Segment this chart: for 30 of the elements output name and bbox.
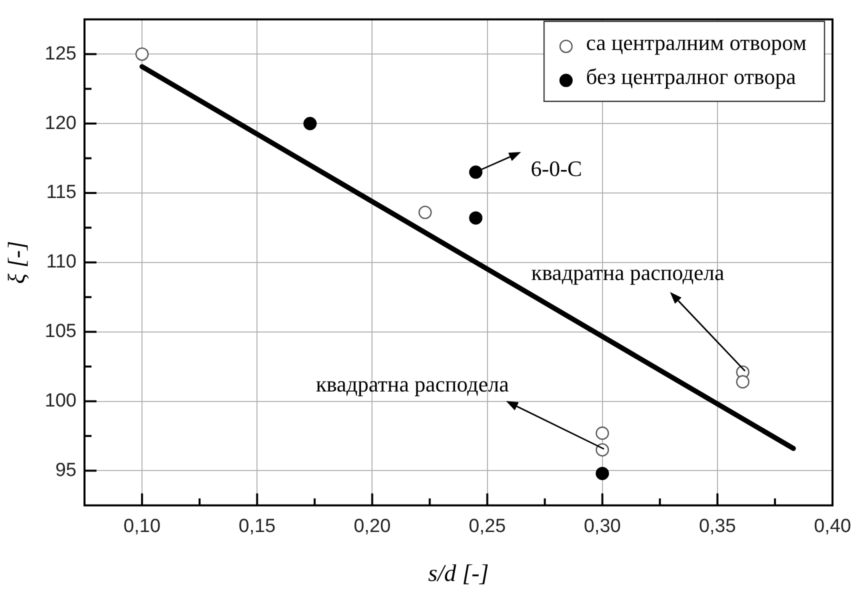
x-tick-label: 0,40 bbox=[814, 516, 851, 538]
legend-label: без централног отвора bbox=[586, 64, 796, 90]
point bbox=[469, 211, 482, 225]
y-tick-label: 110 bbox=[46, 252, 76, 273]
x-axis-title: s/d [-] bbox=[428, 560, 489, 587]
x-tick-label: 0,15 bbox=[238, 516, 276, 538]
legend-label: са централним отвором bbox=[586, 30, 807, 56]
point bbox=[736, 375, 750, 388]
y-tick-label: 125 bbox=[44, 43, 76, 64]
y-tick-label: 115 bbox=[46, 182, 76, 204]
point bbox=[303, 116, 317, 130]
point bbox=[596, 466, 610, 480]
x-tick-label: 0,30 bbox=[584, 516, 621, 538]
y-tick-label: 105 bbox=[44, 321, 76, 342]
point bbox=[596, 443, 610, 457]
x-tick-label: 0,35 bbox=[698, 516, 736, 538]
y-axis-title: ξ [-] bbox=[4, 240, 31, 284]
x-tick-label: 0,10 bbox=[124, 516, 161, 538]
annotation: квадратна расподела bbox=[531, 260, 724, 285]
x-tick-label: 0,20 bbox=[354, 516, 391, 538]
annotation: квадратна расподела bbox=[316, 372, 510, 397]
y-tick-label: 120 bbox=[44, 112, 76, 134]
x-tick-label: 0,25 bbox=[468, 516, 506, 538]
point bbox=[418, 206, 432, 220]
point bbox=[469, 165, 482, 179]
annotation: 6-0-C bbox=[530, 156, 582, 181]
point bbox=[596, 426, 610, 440]
y-tick-label: 100 bbox=[44, 390, 76, 412]
y-tick-label: 95 bbox=[55, 460, 76, 481]
point bbox=[135, 47, 149, 61]
